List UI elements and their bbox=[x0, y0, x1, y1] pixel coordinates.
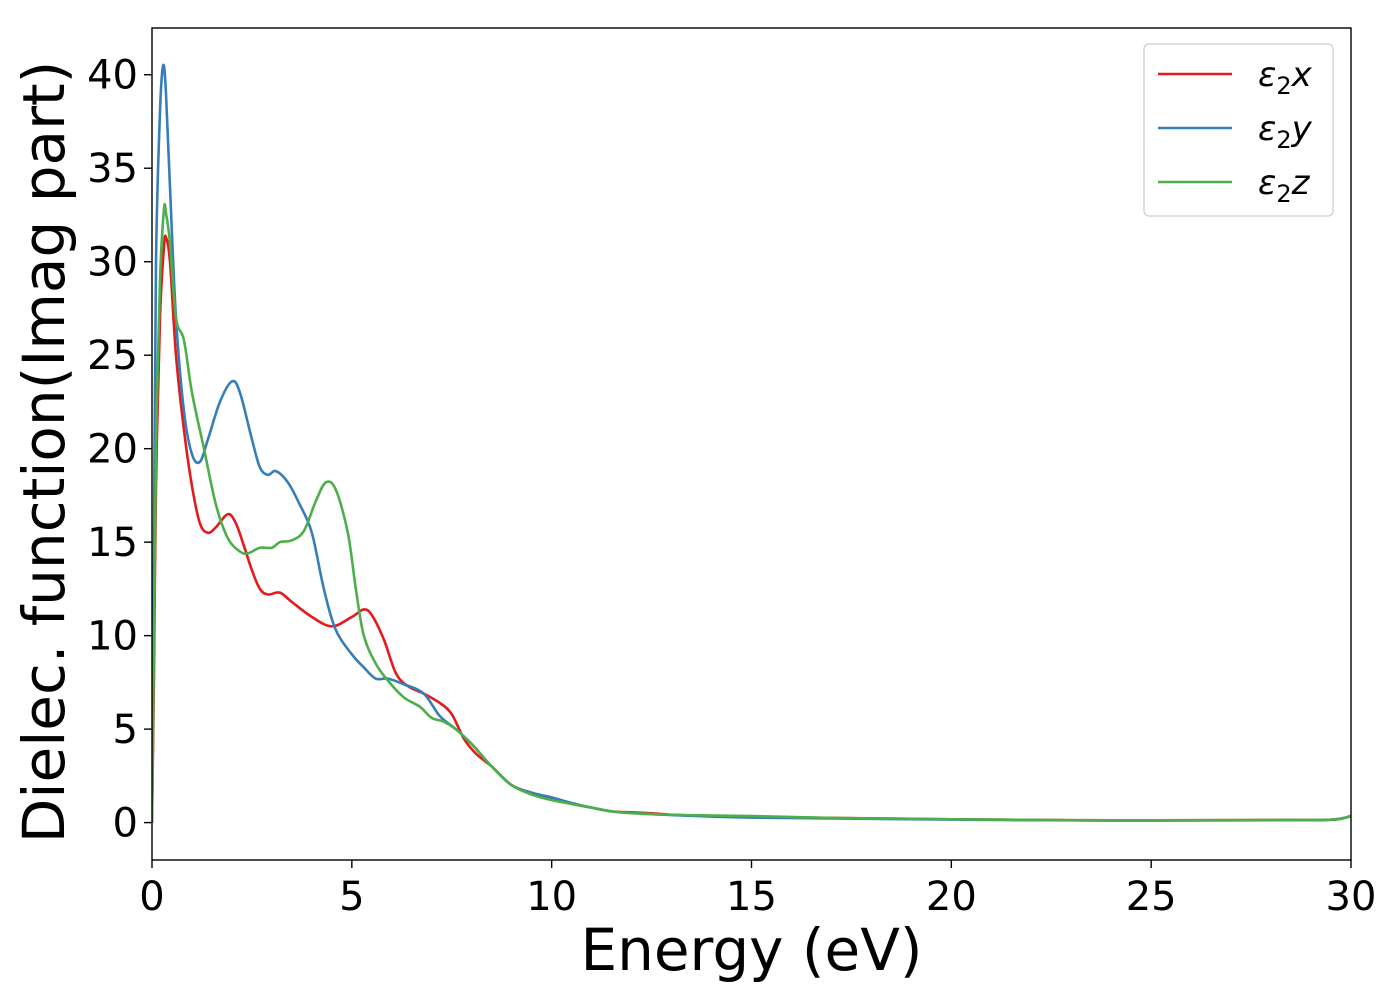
x-tick-label: 0 bbox=[139, 874, 164, 920]
x-tick-label: 15 bbox=[726, 874, 777, 920]
legend: ε2x ε2y ε2z bbox=[1143, 43, 1334, 217]
y-tick-label: 35 bbox=[87, 146, 138, 192]
legend-label-y: ε2y bbox=[1258, 109, 1313, 154]
x-tick-label: 25 bbox=[1126, 874, 1177, 920]
y-tick-label: 15 bbox=[87, 520, 138, 566]
y-axis-ticks: 0 5 10 15 20 25 30 35 40 bbox=[87, 53, 152, 847]
x-tick-label: 10 bbox=[526, 874, 577, 920]
y-axis-title: Dielec. function(Imag part) bbox=[10, 61, 78, 844]
y-tick-label: 25 bbox=[87, 333, 138, 379]
y-tick-label: 10 bbox=[87, 614, 138, 660]
x-axis-title: Energy (eV) bbox=[580, 916, 922, 984]
y-tick-label: 0 bbox=[113, 801, 138, 847]
y-tick-label: 30 bbox=[87, 240, 138, 286]
x-tick-label: 20 bbox=[926, 874, 977, 920]
x-tick-label: 5 bbox=[339, 874, 364, 920]
series-line-z bbox=[152, 202, 1351, 823]
y-tick-label: 5 bbox=[113, 707, 138, 753]
legend-label-x: ε2x bbox=[1258, 55, 1313, 100]
y-tick-label: 20 bbox=[87, 427, 138, 473]
series-line-x bbox=[152, 234, 1351, 823]
legend-label-z: ε2z bbox=[1258, 163, 1311, 208]
x-axis-ticks: 0 5 10 15 20 25 30 bbox=[139, 860, 1376, 920]
x-tick-label: 30 bbox=[1326, 874, 1377, 920]
legend-box bbox=[1143, 43, 1334, 217]
series-layer bbox=[152, 63, 1351, 823]
y-tick-label: 40 bbox=[87, 53, 138, 99]
